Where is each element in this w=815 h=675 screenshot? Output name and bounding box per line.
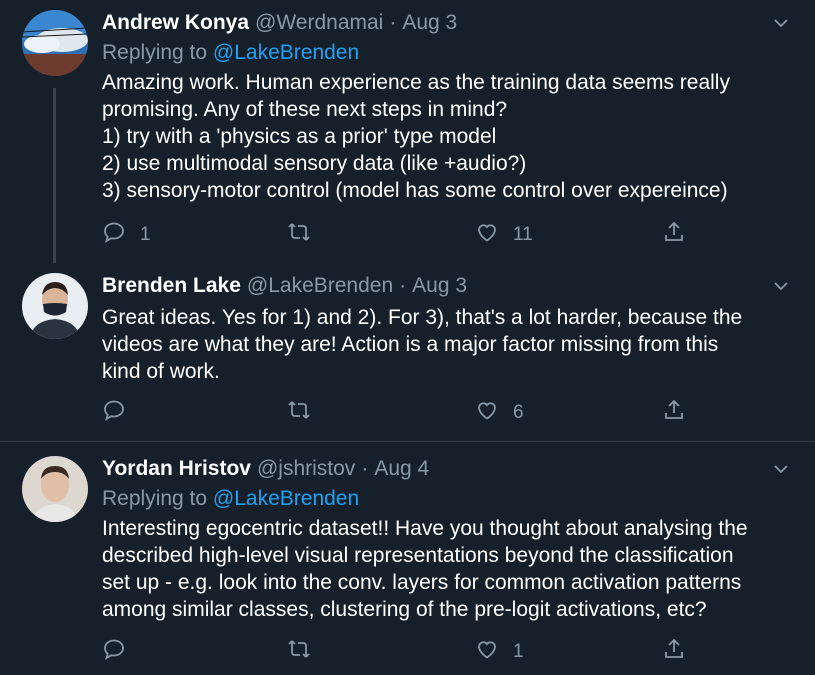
retweet-icon [287, 220, 311, 250]
tweet-andrew-konya[interactable]: Andrew Konya @Werdnamai · Aug 3 Replying… [0, 0, 815, 263]
reply-button[interactable] [102, 398, 140, 428]
reply-count: 1 [140, 224, 151, 245]
like-count: 11 [513, 224, 533, 245]
separator: · [399, 274, 407, 297]
avatar[interactable] [22, 10, 88, 76]
user-handle[interactable]: @jshristov [256, 457, 356, 480]
like-icon [475, 220, 499, 250]
like-button[interactable]: 6 [475, 398, 524, 428]
like-count: 1 [513, 641, 524, 662]
thread-connector-line [53, 88, 56, 263]
avatar[interactable] [22, 273, 88, 339]
share-icon [662, 220, 686, 250]
share-button[interactable] [662, 637, 686, 667]
display-name[interactable]: Brenden Lake [102, 274, 241, 297]
replying-prefix: Replying to [102, 41, 208, 64]
chevron-down-icon[interactable] [771, 459, 791, 479]
replying-prefix: Replying to [102, 487, 208, 510]
user-handle[interactable]: @Werdnamai [255, 11, 384, 34]
tweet-actions: 6 [102, 398, 702, 426]
avatar[interactable] [22, 456, 88, 522]
display-name[interactable]: Yordan Hristov [102, 457, 251, 480]
share-button[interactable] [662, 398, 686, 428]
reply-button[interactable] [102, 637, 140, 667]
tweet-date[interactable]: Aug 3 [412, 274, 468, 297]
tweet-date[interactable]: Aug 4 [374, 457, 430, 480]
separator: · [361, 457, 369, 480]
tweet-brenden-lake[interactable]: Brenden Lake @LakeBrenden · Aug 3 Great … [0, 260, 815, 442]
reply-icon [102, 637, 126, 667]
retweet-button[interactable] [287, 220, 325, 250]
replying-to: Replying to @LakeBrenden [102, 485, 791, 513]
user-handle[interactable]: @LakeBrenden [246, 274, 394, 297]
separator: · [389, 11, 397, 34]
tweet-actions: 1 11 [102, 220, 702, 248]
reply-icon [102, 398, 126, 428]
share-icon [662, 637, 686, 667]
tweet-text: Interesting egocentric dataset!! Have yo… [102, 517, 748, 621]
replying-to: Replying to @LakeBrenden [102, 39, 791, 67]
display-name[interactable]: Andrew Konya [102, 11, 250, 34]
tweet-text: Great ideas. Yes for 1) and 2). For 3), … [102, 306, 743, 383]
tweet-header: Yordan Hristov @jshristov · Aug 4 [102, 457, 791, 483]
share-button[interactable] [662, 220, 686, 250]
like-icon [475, 398, 499, 428]
like-icon [475, 637, 499, 667]
retweet-icon [287, 637, 311, 667]
reply-icon [102, 220, 126, 250]
chevron-down-icon[interactable] [771, 276, 791, 296]
tweet-date[interactable]: Aug 3 [402, 11, 458, 34]
tweet-yordan-hristov[interactable]: Yordan Hristov @jshristov · Aug 4 Replyi… [0, 442, 815, 675]
tweet-actions: 1 [102, 637, 702, 665]
like-button[interactable]: 11 [475, 220, 533, 250]
tweet-text: Amazing work. Human experience as the tr… [102, 71, 730, 202]
share-icon [662, 398, 686, 428]
retweet-icon [287, 398, 311, 428]
tweet-header: Andrew Konya @Werdnamai · Aug 3 [102, 11, 791, 37]
like-count: 6 [513, 402, 524, 423]
mention-link[interactable]: @LakeBrenden [212, 41, 360, 64]
reply-button[interactable]: 1 [102, 220, 151, 250]
chevron-down-icon[interactable] [771, 13, 791, 33]
mention-link[interactable]: @LakeBrenden [212, 487, 360, 510]
retweet-button[interactable] [287, 637, 325, 667]
retweet-button[interactable] [287, 398, 325, 428]
like-button[interactable]: 1 [475, 637, 524, 667]
tweet-header: Brenden Lake @LakeBrenden · Aug 3 [102, 274, 791, 300]
